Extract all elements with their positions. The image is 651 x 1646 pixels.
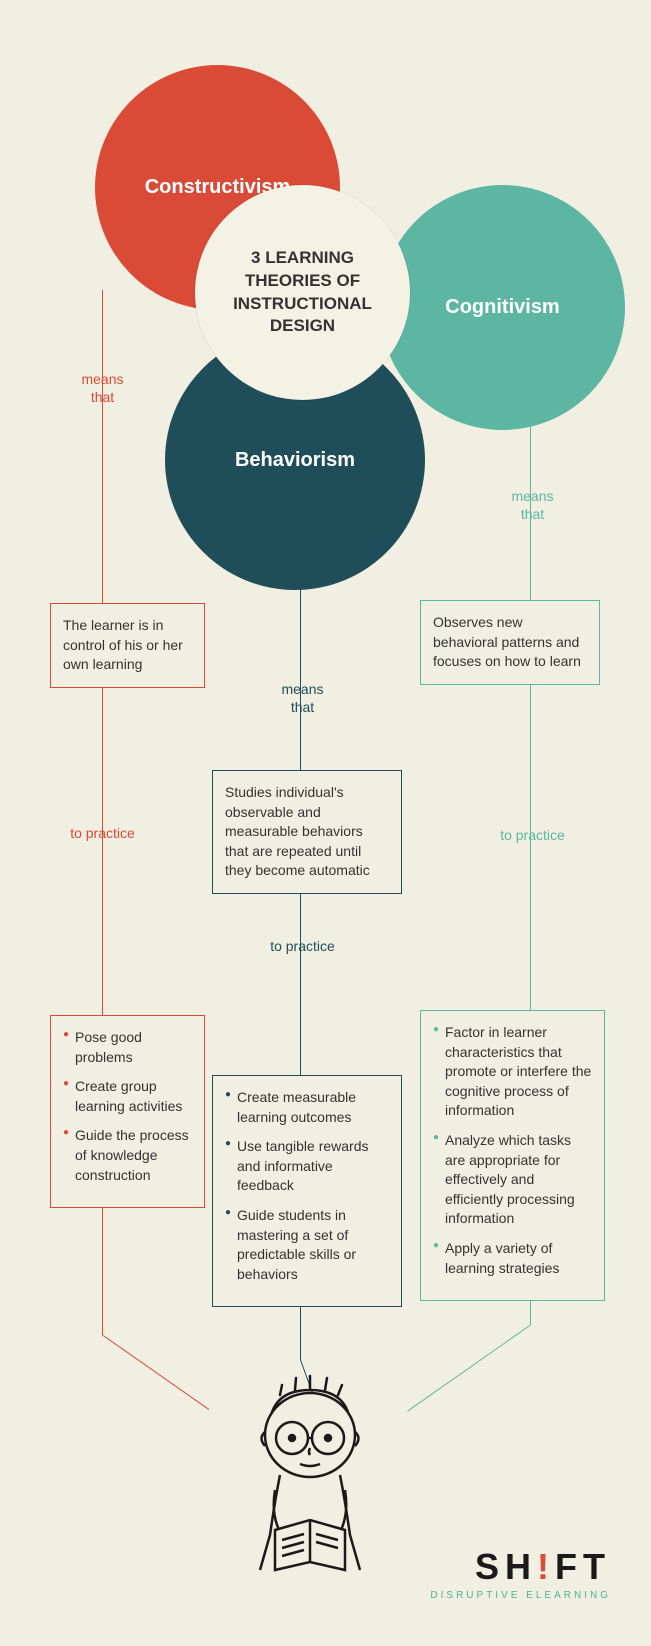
practice-item: Apply a variety of learning strategies [433,1239,592,1278]
logo-i: ! [537,1546,555,1587]
left-practice-label: to practice [65,824,140,842]
logo-pre: SH [475,1546,537,1587]
diag-left [102,1335,209,1410]
label-cognitivism: Cognitivism [445,296,559,319]
practice-item: Pose good problems [63,1028,192,1067]
circle-title: 3 LEARNING THEORIES OF INSTRUCTIONAL DES… [195,185,410,400]
label-behaviorism: Behaviorism [235,449,355,472]
practice-item: Analyze which tasks are appropriate for … [433,1131,592,1229]
left-practice-box: Pose good problems Create group learning … [50,1015,205,1208]
right-means-label: means that [500,487,565,523]
right-practice-box: Factor in learner characteristics that p… [420,1010,605,1301]
mid-means-box: Studies individual's observable and meas… [212,770,402,894]
mid-practice-label: to practice [265,937,340,955]
logo-post: FT [555,1546,611,1587]
left-practice-list: Pose good problems Create group learning … [63,1028,192,1185]
left-means-label: means that [70,370,135,406]
logo: SH!FT DISRUPTIVE ELEARNING [430,1546,611,1601]
practice-item: Use tangible rewards and informative fee… [225,1137,389,1196]
circle-cognitivism: Cognitivism [380,185,625,430]
right-practice-label: to practice [495,826,570,844]
mid-means-label: means that [270,680,335,716]
logo-sub: DISRUPTIVE ELEARNING [430,1590,611,1601]
diag-right [407,1325,530,1412]
practice-item: Factor in learner characteristics that p… [433,1023,592,1121]
child-reading-icon [200,1370,420,1590]
label-title: 3 LEARNING THEORIES OF INSTRUCTIONAL DES… [195,247,410,339]
left-means-box: The learner is in control of his or her … [50,603,205,688]
practice-item: Guide students in mastering a set of pre… [225,1206,389,1284]
practice-item: Create measurable learning outcomes [225,1088,389,1127]
right-practice-list: Factor in learner characteristics that p… [433,1023,592,1278]
mid-practice-box: Create measurable learning outcomes Use t… [212,1075,402,1307]
mid-practice-list: Create measurable learning outcomes Use t… [225,1088,389,1284]
practice-item: Guide the process of knowledge construct… [63,1126,192,1185]
practice-item: Create group learning activities [63,1077,192,1116]
right-means-box: Observes new behavioral patterns and foc… [420,600,600,685]
logo-main: SH!FT [430,1546,611,1588]
